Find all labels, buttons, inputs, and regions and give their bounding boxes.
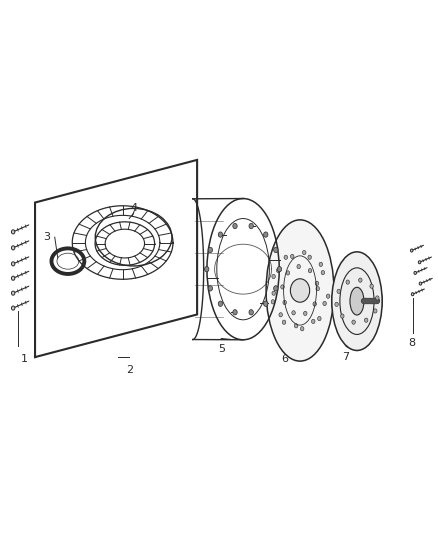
Circle shape — [11, 246, 15, 250]
Circle shape — [411, 293, 414, 296]
Text: 2: 2 — [126, 365, 133, 375]
Circle shape — [264, 232, 268, 237]
Circle shape — [319, 262, 322, 266]
Circle shape — [300, 327, 304, 331]
Circle shape — [375, 296, 379, 300]
Circle shape — [297, 264, 300, 269]
Circle shape — [264, 301, 268, 306]
Circle shape — [11, 262, 15, 266]
Circle shape — [304, 311, 307, 316]
Circle shape — [418, 261, 421, 264]
Circle shape — [11, 276, 15, 280]
Text: 3: 3 — [43, 232, 50, 242]
Circle shape — [346, 280, 350, 284]
Circle shape — [276, 268, 280, 272]
Circle shape — [414, 271, 417, 274]
Circle shape — [284, 255, 288, 260]
Circle shape — [233, 310, 237, 315]
Circle shape — [315, 281, 319, 286]
Circle shape — [233, 223, 237, 229]
Text: 7: 7 — [343, 352, 350, 362]
Circle shape — [292, 311, 295, 315]
Circle shape — [359, 278, 362, 282]
Circle shape — [337, 289, 340, 294]
Circle shape — [326, 294, 330, 298]
Ellipse shape — [332, 252, 382, 351]
Circle shape — [316, 287, 319, 291]
Circle shape — [341, 314, 344, 318]
Circle shape — [335, 302, 339, 306]
Text: 1: 1 — [21, 354, 28, 365]
Circle shape — [321, 270, 325, 274]
Circle shape — [218, 301, 223, 306]
Circle shape — [364, 318, 368, 322]
Ellipse shape — [266, 220, 334, 361]
Circle shape — [274, 286, 278, 291]
Circle shape — [303, 251, 306, 255]
Circle shape — [419, 282, 422, 285]
Ellipse shape — [350, 287, 364, 315]
Circle shape — [290, 254, 294, 259]
Circle shape — [313, 302, 316, 306]
Text: 5: 5 — [218, 344, 225, 354]
Circle shape — [208, 286, 212, 291]
Circle shape — [311, 319, 315, 324]
Circle shape — [208, 247, 212, 253]
Circle shape — [352, 320, 355, 324]
Circle shape — [323, 301, 326, 305]
Circle shape — [318, 317, 321, 321]
Ellipse shape — [340, 268, 374, 335]
Circle shape — [11, 230, 15, 234]
Circle shape — [283, 320, 286, 325]
Circle shape — [281, 285, 284, 289]
Circle shape — [279, 313, 283, 317]
Circle shape — [308, 255, 311, 260]
Circle shape — [277, 266, 282, 272]
Circle shape — [290, 279, 310, 302]
Ellipse shape — [57, 253, 79, 269]
Text: 4: 4 — [130, 203, 137, 213]
Circle shape — [271, 300, 275, 304]
Text: 6: 6 — [281, 354, 288, 365]
Circle shape — [370, 284, 373, 288]
Circle shape — [274, 247, 278, 253]
Circle shape — [410, 249, 413, 252]
Circle shape — [249, 310, 253, 315]
Circle shape — [272, 274, 276, 279]
Circle shape — [11, 306, 15, 310]
Circle shape — [249, 223, 253, 229]
Circle shape — [286, 271, 290, 275]
Circle shape — [308, 269, 312, 273]
Text: 8: 8 — [408, 338, 415, 349]
Circle shape — [294, 324, 298, 328]
Circle shape — [374, 309, 377, 313]
Circle shape — [272, 291, 276, 295]
Circle shape — [283, 301, 286, 305]
Circle shape — [218, 232, 223, 237]
Circle shape — [11, 291, 15, 295]
Circle shape — [205, 266, 209, 272]
